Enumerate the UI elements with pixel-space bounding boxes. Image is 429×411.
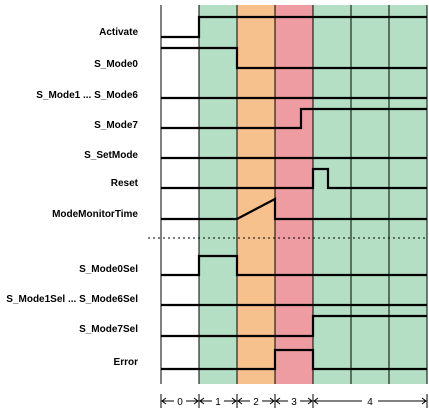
- phase-4-band: [313, 5, 427, 384]
- signal-label-activate: Activate: [99, 27, 138, 38]
- waveform-s-mode7sel: [161, 314, 427, 338]
- phase-label-1: 1: [215, 397, 221, 408]
- phase-label-3: 3: [291, 397, 297, 408]
- signal-label-reset: Reset: [111, 178, 139, 189]
- signal-label-s-mode1-6: S_Mode1 ... S_Mode6: [36, 90, 138, 101]
- phase-label-0: 0: [177, 397, 183, 408]
- phase-2-band: [237, 5, 275, 384]
- phase-label-2: 2: [253, 397, 259, 408]
- phase-3-band: [275, 5, 313, 384]
- phase-axis: 0 1 2 3 4: [160, 394, 428, 408]
- signal-label-s-mode1-6sel: S_Mode1Sel ... S_Mode6Sel: [6, 294, 138, 305]
- waveform-error: [161, 348, 427, 371]
- waveform-activate: [161, 15, 427, 39]
- signal-label-s-mode0: S_Mode0: [94, 59, 138, 70]
- phase-label-4: 4: [367, 397, 373, 408]
- signal-label-s-mode0sel: S_Mode0Sel: [79, 264, 138, 275]
- waveform-s-mode0: [161, 46, 427, 70]
- signal-label-mode-monitor-time: ModeMonitorTime: [52, 209, 138, 220]
- waveform-s-mode0sel: [161, 254, 427, 277]
- signal-labels: Activate S_Mode0 S_Mode1 ... S_Mode6 S_M…: [6, 27, 138, 368]
- signal-label-s-mode7: S_Mode7: [94, 120, 138, 131]
- waveforms: [161, 15, 427, 371]
- signal-label-s-mode7sel: S_Mode7Sel: [79, 324, 138, 335]
- signal-label-error: Error: [114, 357, 139, 368]
- waveform-mode-monitor-time: [161, 197, 427, 221]
- phase-1-band: [199, 5, 237, 384]
- waveform-s-mode7: [161, 107, 427, 130]
- waveform-reset: [161, 167, 427, 190]
- signal-label-s-setmode: S_SetMode: [84, 150, 138, 161]
